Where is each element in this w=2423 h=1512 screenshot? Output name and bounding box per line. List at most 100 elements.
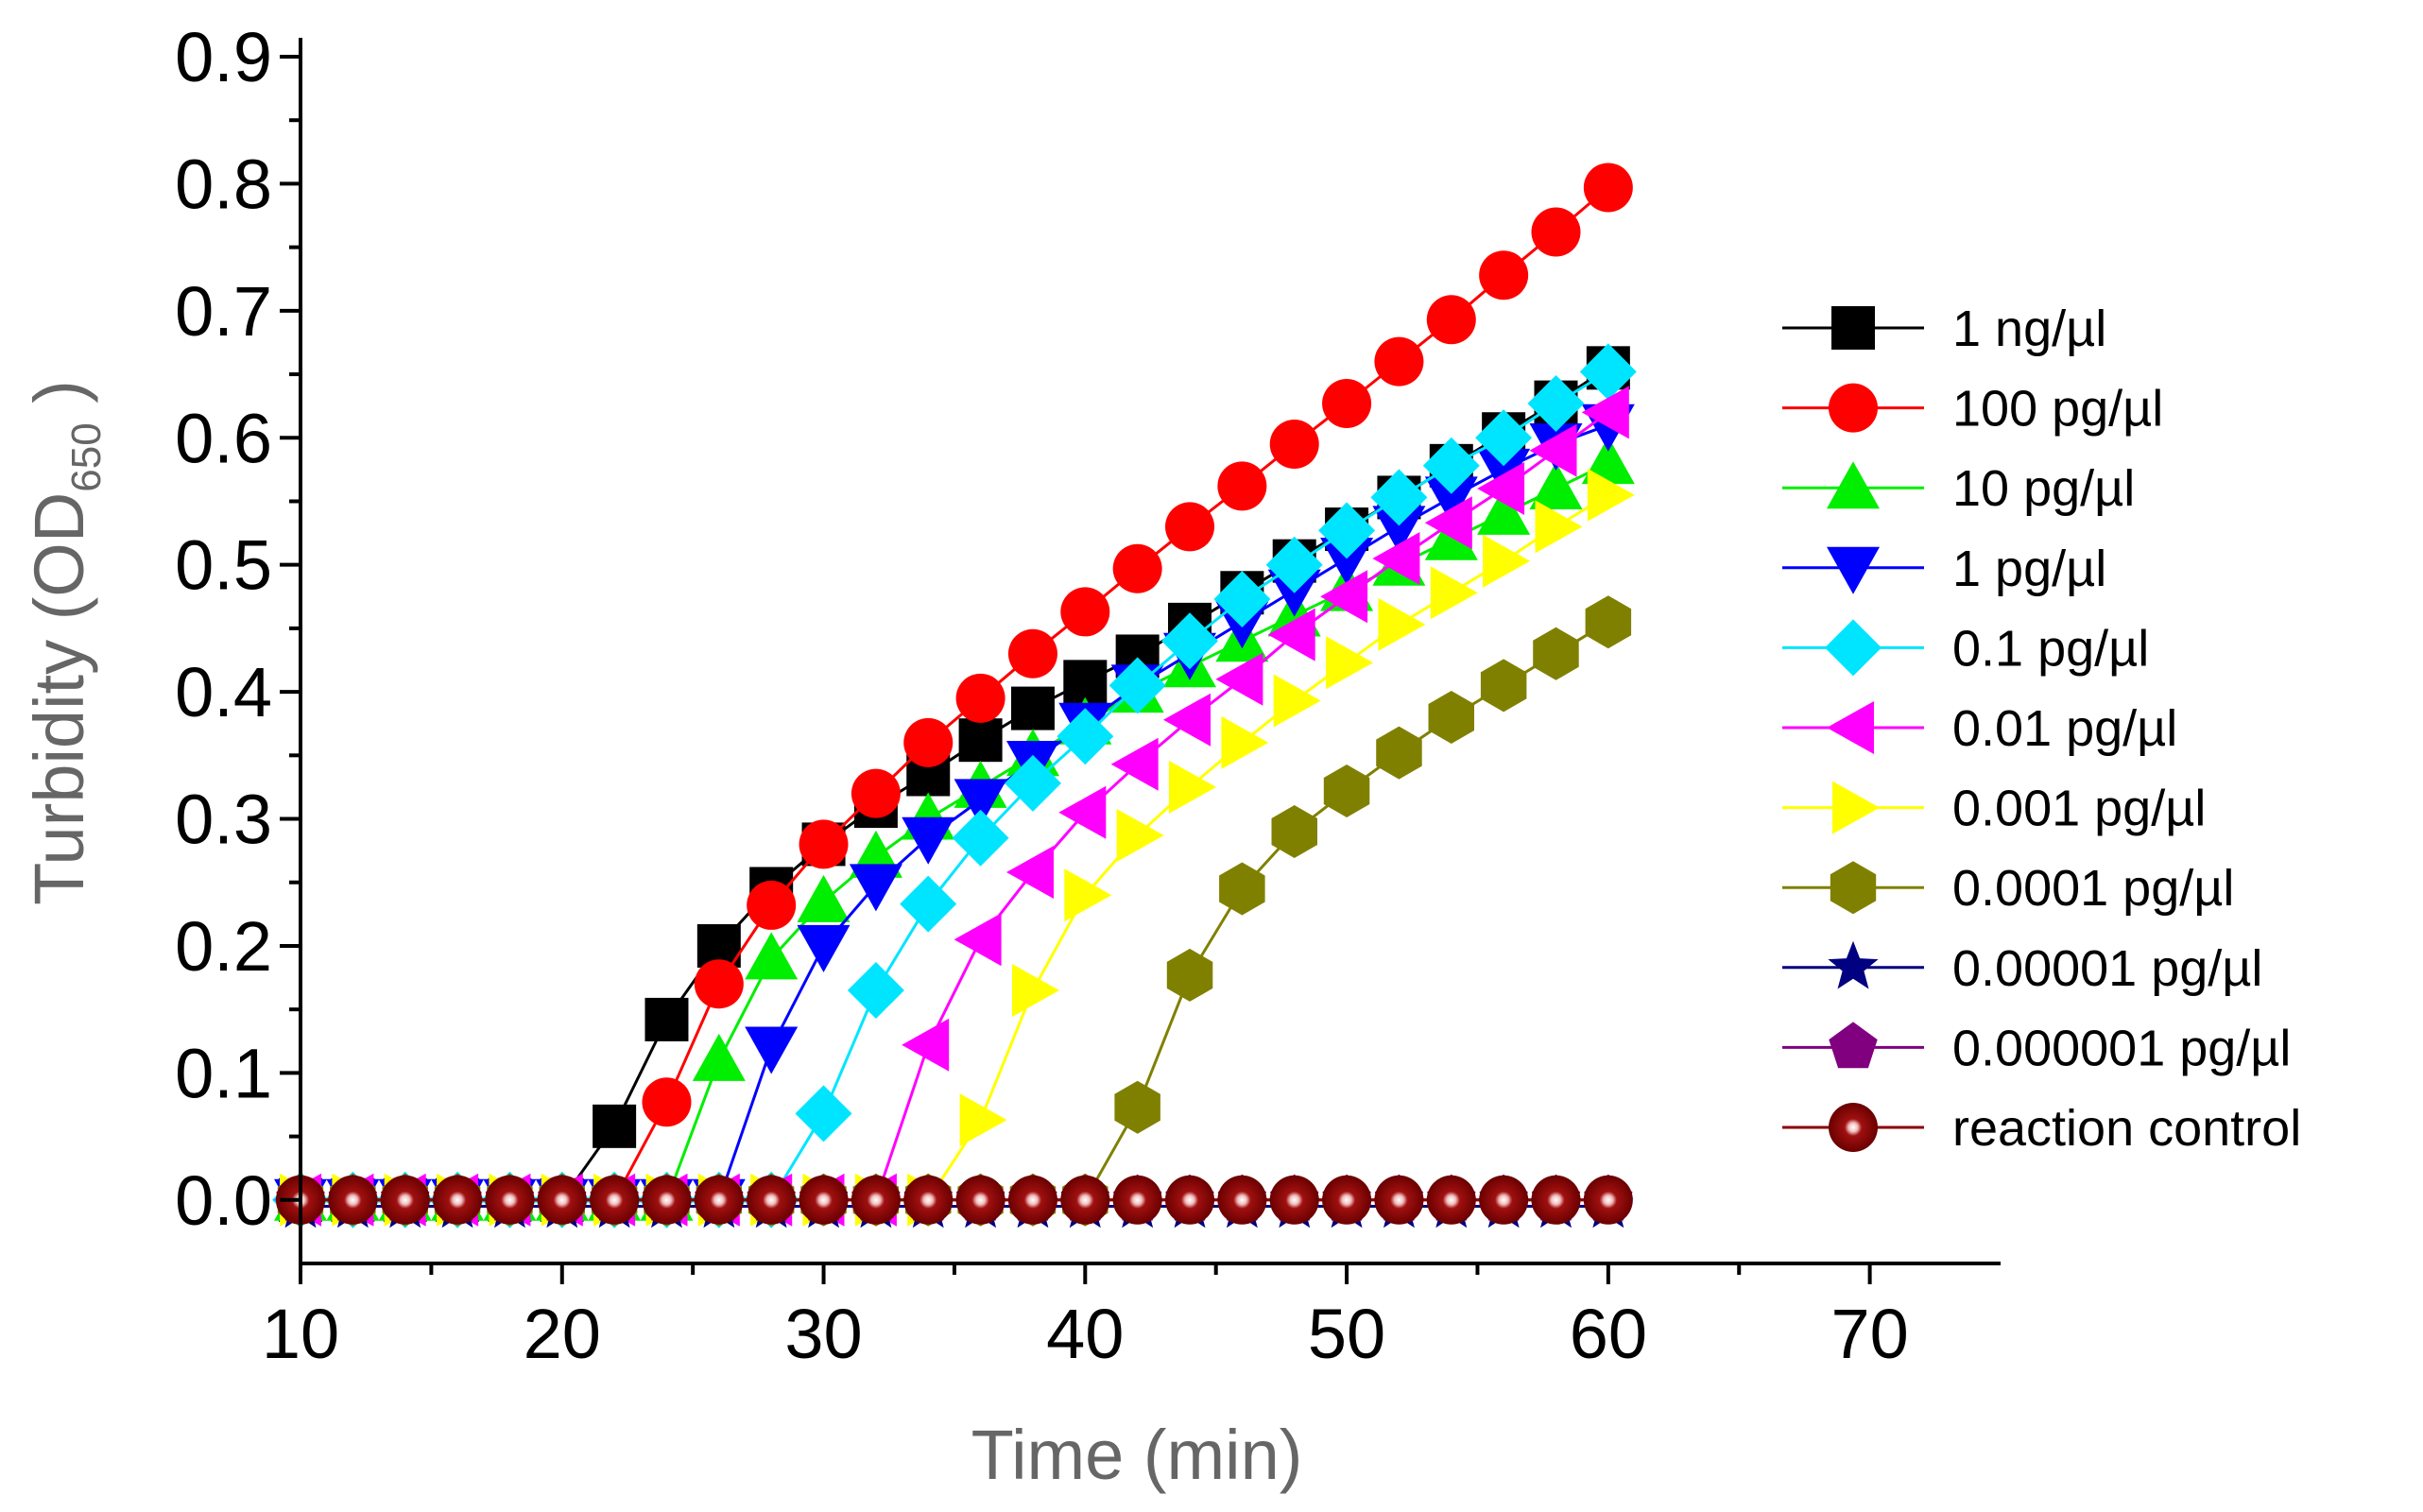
data-point [1583, 1175, 1633, 1225]
legend-item: 10 pg/µl [1782, 460, 2135, 517]
data-point [1535, 500, 1583, 554]
data-point [1326, 636, 1374, 690]
data-point [1057, 708, 1114, 765]
data-point [1479, 250, 1529, 301]
data-point [642, 1077, 692, 1127]
data-point [1581, 437, 1635, 485]
legend-label: 100 pg/µl [1952, 381, 2163, 438]
legend-item: 0.0001 pg/µl [1782, 860, 2234, 917]
legend-item: reaction control [1782, 1100, 2301, 1157]
legend-item: 1 ng/µl [1782, 301, 2106, 357]
data-point [1483, 534, 1531, 588]
data-point [1265, 536, 1323, 593]
data-point [1269, 419, 1319, 469]
data-point [1374, 1175, 1424, 1225]
x-tick-label: 30 [784, 1295, 862, 1373]
data-point [1477, 448, 1531, 496]
series-3 [274, 437, 1635, 1221]
data-point [1165, 502, 1215, 552]
y-axis-title-main: Turbidity (OD [20, 492, 98, 905]
data-point [1320, 538, 1374, 585]
data-point [903, 1175, 954, 1225]
data-point [1529, 462, 1583, 509]
data-point [902, 816, 955, 865]
x-axis-title: Time (min) [971, 1416, 1303, 1494]
data-point [1064, 868, 1112, 922]
legend-marker [1827, 701, 1874, 754]
data-point [1533, 627, 1579, 680]
data-point [799, 1175, 849, 1225]
legend-marker [1829, 383, 1878, 433]
legend-item: 0.1 pg/µl [1782, 619, 2149, 677]
y-tick-label: 0.1 [175, 1034, 272, 1112]
data-point [1376, 726, 1422, 780]
data-point [955, 673, 1005, 723]
y-axis-title-subscript: 650 [63, 422, 110, 491]
data-point [1378, 597, 1426, 651]
y-tick-label: 0.7 [175, 272, 272, 351]
data-point [795, 1085, 852, 1143]
data-point [1585, 595, 1632, 649]
data-point [593, 1104, 637, 1148]
data-point [900, 875, 957, 933]
data-point [1010, 686, 1055, 730]
legend-item: 0.00001 pg/µl [1782, 940, 2262, 997]
data-point [485, 1175, 535, 1225]
series-line [301, 186, 1609, 1202]
legend-label: reaction control [1952, 1100, 2301, 1157]
x-tick-label: 10 [262, 1295, 339, 1373]
data-point [1007, 628, 1057, 679]
legend-item: 1 pg/µl [1782, 541, 2106, 597]
data-point [537, 1175, 587, 1225]
data-point [1531, 207, 1581, 257]
data-point [1269, 1175, 1319, 1225]
data-point [1273, 674, 1321, 728]
data-point [1424, 496, 1472, 550]
data-point [959, 1093, 1007, 1147]
y-tick-label: 0.6 [175, 399, 272, 477]
data-point [1213, 571, 1271, 627]
legend-marker [1830, 861, 1877, 915]
series-line [301, 493, 1609, 1202]
data-point [1221, 715, 1269, 769]
data-point [1108, 657, 1166, 714]
y-tick-label: 0.0 [175, 1161, 272, 1240]
data-point [380, 1175, 430, 1225]
data-point [1475, 409, 1533, 467]
data-point [1163, 693, 1211, 747]
data-point [1058, 785, 1107, 839]
series-line [301, 411, 1609, 1202]
data-point [1372, 532, 1420, 585]
data-point [797, 924, 851, 972]
data-point [1169, 760, 1216, 814]
data-point [851, 768, 901, 818]
x-tick-label: 50 [1308, 1295, 1385, 1373]
legend-item: 100 pg/µl [1782, 381, 2163, 438]
data-point [644, 997, 689, 1041]
data-point [851, 1175, 901, 1225]
series-line [301, 620, 1609, 1202]
data-point [692, 1033, 746, 1081]
data-point [847, 962, 904, 1019]
data-point [745, 932, 799, 980]
data-point [1012, 964, 1059, 1017]
data-point [1479, 1175, 1529, 1225]
y-tick-label: 0.5 [175, 526, 272, 605]
data-point [1215, 652, 1263, 706]
legend-label: 0.0001 pg/µl [1952, 860, 2234, 917]
y-axis-title-close: ) [20, 380, 98, 422]
legend-label: 10 pg/µl [1952, 460, 2135, 517]
data-point [1531, 1175, 1581, 1225]
data-point [1581, 386, 1629, 439]
series-4 [274, 404, 1635, 1227]
data-point [1430, 566, 1478, 620]
x-tick-label: 20 [524, 1295, 601, 1373]
data-point [433, 1175, 483, 1225]
data-point [1583, 163, 1633, 213]
legend-marker [1829, 1022, 1878, 1069]
data-point [1165, 1175, 1215, 1225]
data-point [1060, 1175, 1110, 1225]
series-7 [280, 468, 1635, 1227]
legend-marker [1828, 940, 1879, 989]
data-point [694, 1175, 744, 1225]
